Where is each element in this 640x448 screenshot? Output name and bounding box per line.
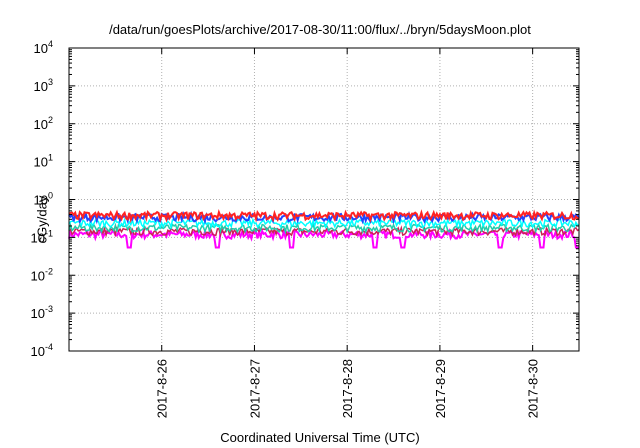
y-tick-label: 104 bbox=[34, 39, 53, 56]
y-tick-label: 102 bbox=[34, 115, 53, 132]
x-axis-label: Coordinated Universal Time (UTC) bbox=[220, 430, 420, 445]
y-tick-label: 10-2 bbox=[31, 266, 53, 283]
x-axis: 2017-8-26 2017-8-27 2017-8-28 2017-8-29 2017… bbox=[155, 48, 541, 418]
y-tick-label: 10-1 bbox=[31, 228, 53, 245]
y-tick-label: 103 bbox=[34, 77, 53, 94]
series-layer bbox=[68, 209, 580, 249]
series-line bbox=[68, 225, 580, 238]
x-tick-label: 2017-8-28 bbox=[340, 359, 355, 418]
y-tick-label: 10-4 bbox=[31, 342, 53, 359]
series-line bbox=[68, 227, 579, 249]
y-tick-label: 100 bbox=[34, 191, 53, 208]
x-tick-label: 2017-8-29 bbox=[433, 359, 448, 418]
y-tick-label: 101 bbox=[34, 153, 53, 170]
x-tick-label: 2017-8-26 bbox=[155, 359, 170, 418]
x-tick-label: 2017-8-27 bbox=[247, 359, 262, 418]
y-tick-label: 10-3 bbox=[31, 304, 53, 321]
x-tick-label: 2017-8-30 bbox=[526, 359, 541, 418]
grid-lines bbox=[69, 48, 579, 351]
series-line bbox=[68, 209, 580, 224]
series-line bbox=[68, 222, 580, 235]
series-line bbox=[68, 216, 580, 230]
chart-title: /data/run/goesPlots/archive/2017-08-30/1… bbox=[109, 22, 531, 37]
y-axis: 10-4 10-3 10-2 10-1 100 101 102 103 104 bbox=[31, 39, 579, 359]
